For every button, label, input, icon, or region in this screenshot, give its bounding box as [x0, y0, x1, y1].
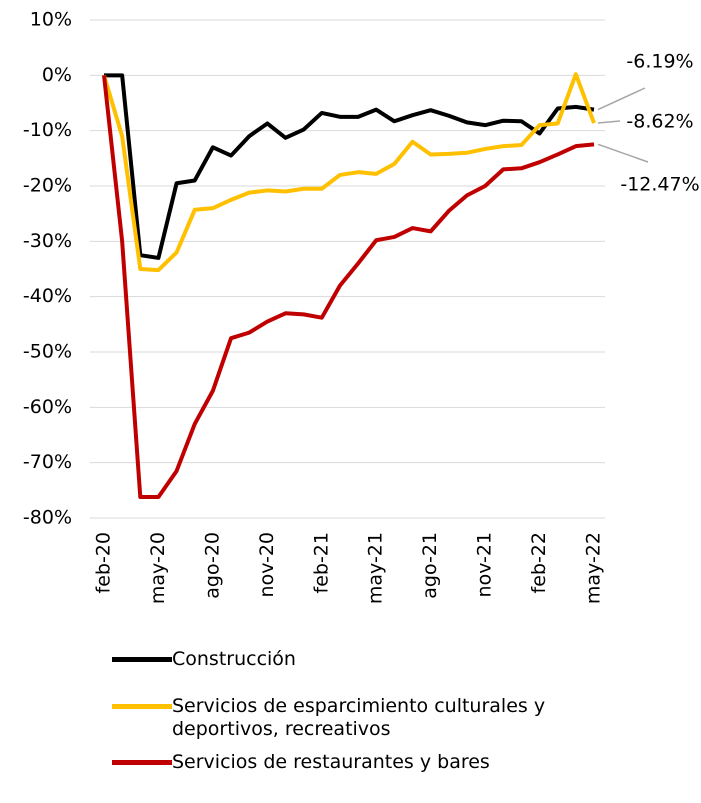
y-tick-label: -60%: [23, 396, 72, 418]
y-tick-label: -50%: [23, 341, 72, 363]
y-tick-label: -30%: [23, 230, 72, 252]
legend-item: Servicios de restaurantes y bares: [112, 751, 592, 774]
x-tick-label: may-20: [147, 532, 169, 604]
y-tick-label: -70%: [23, 451, 72, 473]
x-tick-label: ago-21: [419, 532, 441, 599]
legend-swatch: [112, 704, 172, 709]
legend-item: Servicios de esparcimiento culturales y …: [112, 695, 592, 741]
legend-label: Servicios de restaurantes y bares: [172, 751, 490, 773]
x-tick-label: ago-20: [201, 532, 223, 599]
y-tick-label: 10%: [30, 9, 72, 31]
y-tick-label: -40%: [23, 285, 72, 307]
y-tick-label: -20%: [23, 175, 72, 197]
legend-label: Construcción: [172, 648, 296, 670]
x-tick-label: nov-21: [474, 532, 496, 597]
x-tick-label: may-21: [365, 532, 387, 604]
legend-swatch: [112, 657, 172, 662]
data-label: -8.62%: [626, 111, 693, 133]
legend-label: Servicios de esparcimiento culturales y …: [172, 695, 546, 740]
legend: Construcción Servicios de esparcimiento c…: [112, 648, 592, 784]
y-tick-label: -10%: [23, 119, 72, 141]
x-tick-label: feb-21: [310, 532, 332, 593]
series-line: [104, 73, 595, 260]
legend-swatch: [112, 760, 172, 765]
y-tick-label: -80%: [23, 507, 72, 529]
x-tick-label: may-22: [583, 532, 605, 604]
leader-line: [597, 143, 649, 163]
leader-line: [597, 120, 621, 124]
x-tick-label: feb-20: [93, 532, 115, 593]
data-label: -6.19%: [626, 51, 693, 73]
x-tick-label: nov-20: [256, 532, 278, 597]
legend-item: Construcción: [112, 648, 592, 671]
data-label: -12.47%: [620, 174, 699, 196]
series-line: [102, 72, 596, 273]
y-tick-label: 0%: [42, 64, 72, 86]
x-tick-label: feb-22: [528, 532, 550, 593]
leader-line: [597, 87, 646, 111]
chart: -80% -70% -60% -50% -40% -30% -20% -10% 0% 10% feb…: [23, 9, 700, 605]
series-line: [102, 75, 595, 499]
